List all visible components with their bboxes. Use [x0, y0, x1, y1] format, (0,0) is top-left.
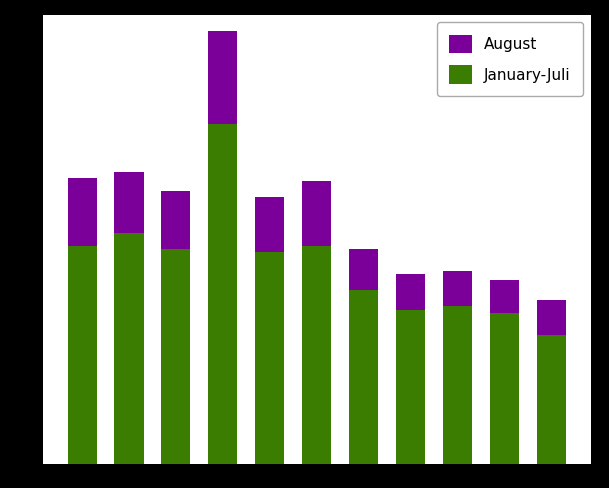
Bar: [443, 306, 472, 464]
Bar: [396, 274, 425, 310]
Bar: [68, 178, 97, 245]
Bar: [302, 182, 331, 245]
Bar: [302, 245, 331, 464]
Bar: [490, 280, 519, 313]
Bar: [537, 300, 566, 335]
Bar: [161, 191, 191, 249]
Bar: [490, 313, 519, 464]
Bar: [208, 123, 238, 464]
Bar: [537, 335, 566, 464]
Bar: [396, 310, 425, 464]
Bar: [114, 233, 144, 464]
Bar: [161, 249, 191, 464]
Bar: [349, 290, 378, 464]
Bar: [68, 245, 97, 464]
Bar: [443, 271, 472, 306]
Bar: [255, 198, 284, 252]
Legend: August, January-Juli: August, January-Juli: [437, 22, 583, 96]
Bar: [208, 31, 238, 123]
Bar: [349, 249, 378, 290]
Bar: [255, 252, 284, 464]
Bar: [114, 172, 144, 233]
